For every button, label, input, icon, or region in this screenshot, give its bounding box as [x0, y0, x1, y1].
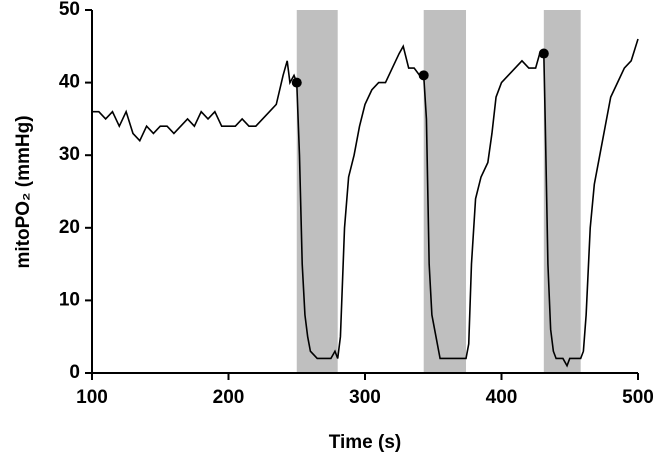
- shaded-region: [296, 10, 338, 373]
- x-tick-label: 300: [349, 387, 381, 408]
- y-tick-label: 10: [59, 289, 80, 310]
- marker: [418, 70, 429, 81]
- x-tick-label: 100: [76, 387, 108, 408]
- y-tick-label: 40: [59, 72, 80, 93]
- shaded-region: [423, 10, 467, 373]
- x-axis-label: Time (s): [329, 432, 402, 453]
- x-tick-label: 500: [622, 387, 654, 408]
- y-tick-label: 0: [69, 362, 80, 383]
- x-tick-label: 400: [486, 387, 518, 408]
- shaded-region: [543, 10, 581, 373]
- y-tick-label: 20: [59, 217, 80, 238]
- data-line: [92, 38, 639, 368]
- x-tick-label: 200: [213, 387, 245, 408]
- y-tick-label: 30: [59, 144, 80, 165]
- y-axis-label: mitoPO₂ (mmHg): [13, 115, 34, 268]
- marker: [538, 48, 549, 59]
- marker: [291, 77, 302, 88]
- y-tick-label: 50: [59, 0, 80, 20]
